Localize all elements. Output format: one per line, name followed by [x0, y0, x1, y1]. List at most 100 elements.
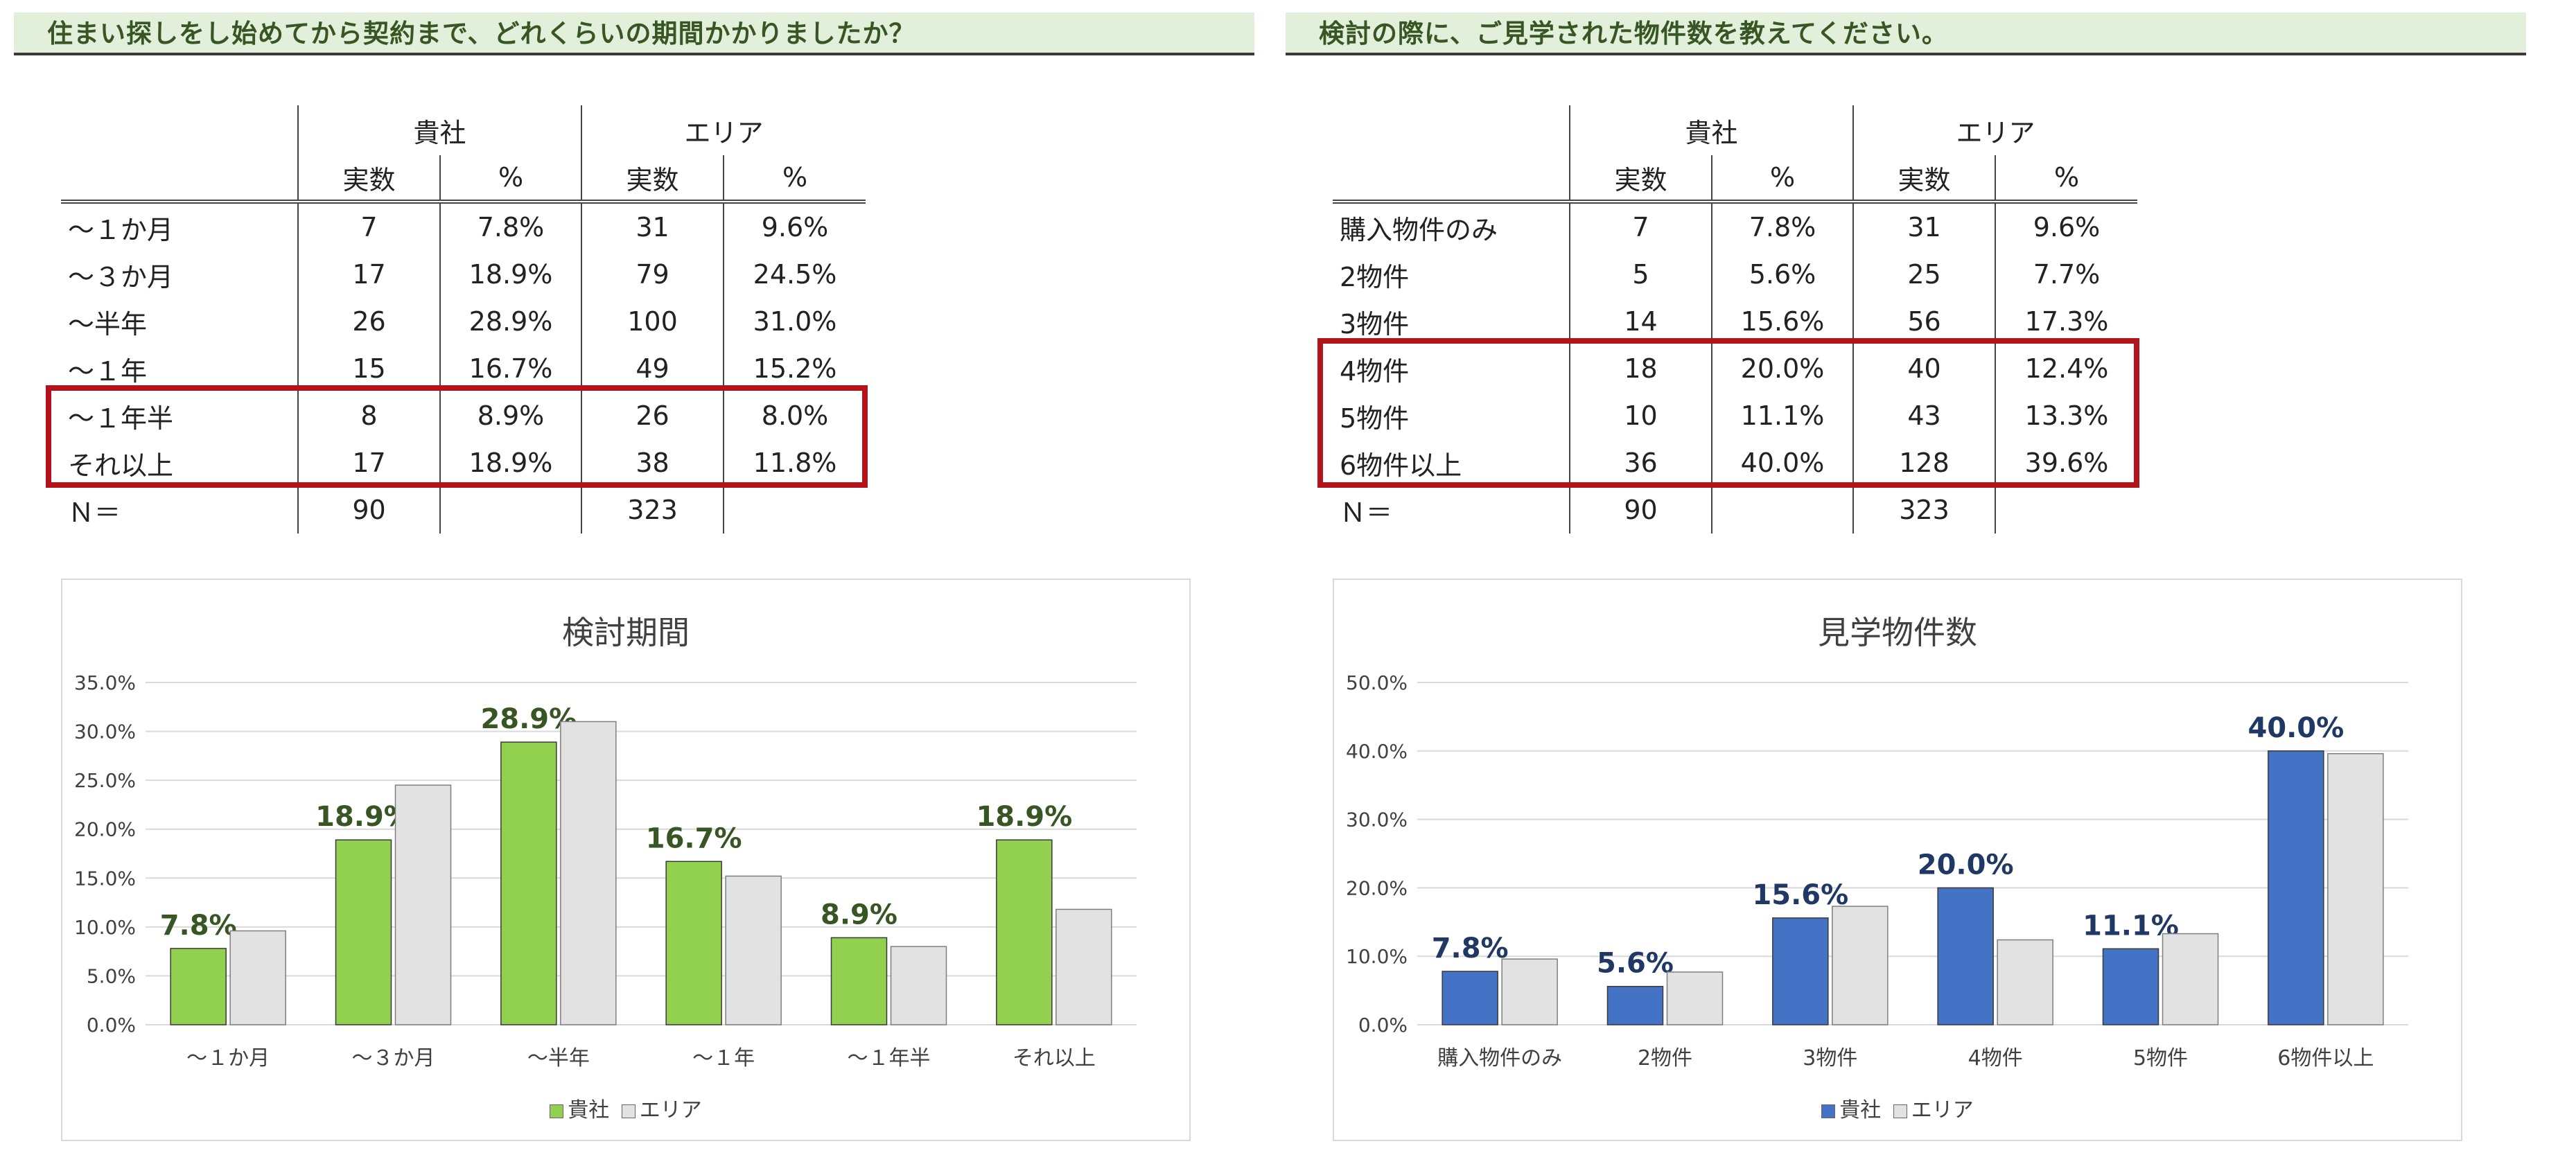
chart-title: 見学物件数 [1818, 614, 1977, 651]
right-panel: 検討の際に、ご見学された物件数を教えてください。 貴社 エリア 実数 % 実数 … [1286, 0, 2526, 1155]
cell: 11.8% [723, 439, 866, 486]
table-row: ～１年半 8 8.9% 26 8.0% [61, 392, 866, 439]
x-tick-label: ～半年 [527, 1046, 590, 1070]
cell: 7.8% [439, 202, 581, 251]
cell [723, 486, 866, 534]
row-label: 4物件 [1340, 355, 1410, 387]
x-tick-label: それ以上 [1013, 1046, 1096, 1070]
cell: 7 [1569, 202, 1712, 251]
left-chart: 検討期間 0.0% 5.0% 10.0% 15.0% 20.0% 25.0% 30.0% 35… [61, 579, 1191, 1141]
sub-label: % [1995, 155, 2137, 204]
bar-area [1997, 939, 2053, 1025]
cell: 49 [581, 345, 724, 392]
y-tick-label: 35.0% [74, 671, 136, 694]
bar-company [1442, 971, 1498, 1025]
bar-company [1937, 887, 1994, 1025]
bar-area [1666, 971, 1724, 1025]
legend-swatch-area [621, 1104, 636, 1118]
highlight-box [1317, 338, 2139, 488]
left-chart-svg: 0.0% 5.0% 10.0% 15.0% 20.0% 25.0% 30.0% 35.0% 7.… [74, 671, 1137, 1070]
cell: 15 [297, 345, 440, 392]
data-label: 5.6% [1597, 948, 1674, 980]
y-tick-label: 20.0% [74, 818, 136, 841]
x-tick-label: 4物件 [1968, 1046, 2023, 1070]
row-label: 購入物件のみ [1340, 214, 1498, 245]
row-label: ～１か月 [68, 214, 174, 245]
y-tick-label: 5.0% [87, 964, 136, 987]
bar-company [1772, 917, 1829, 1025]
x-tick-label: 5物件 [2133, 1046, 2188, 1070]
cell: 20.0% [1711, 345, 1853, 392]
cell: 323 [1852, 486, 1995, 534]
cell: 9.6% [1995, 202, 2137, 251]
cell: 12.4% [1995, 345, 2137, 392]
bar-company [170, 948, 227, 1025]
bar-area [229, 930, 286, 1025]
bar-company [830, 937, 888, 1025]
table-row: 3物件 14 15.6% 56 17.3% [1333, 298, 2137, 345]
row-label: 3物件 [1340, 308, 1410, 340]
cell: 8.9% [439, 392, 581, 439]
bar-area [1055, 908, 1112, 1025]
group-label-company: 貴社 [297, 105, 581, 155]
y-tick-label: 15.0% [74, 867, 136, 890]
cell: 323 [581, 486, 724, 534]
y-tick-label: 50.0% [1346, 671, 1408, 694]
cell: 24.5% [723, 251, 866, 298]
cell: 18.9% [439, 439, 581, 486]
row-label: 5物件 [1340, 403, 1410, 434]
cell: 7.8% [1711, 202, 1853, 251]
y-tick-label: 40.0% [1346, 740, 1408, 763]
row-label: ～１年 [68, 355, 148, 387]
data-label: 18.9% [976, 801, 1072, 833]
bar-area [560, 721, 617, 1025]
cell [1995, 486, 2137, 534]
cell: 7 [297, 202, 440, 251]
cell: 31 [581, 202, 724, 251]
bar-area [1501, 958, 1558, 1025]
legend-label: 貴社 [1839, 1098, 1882, 1122]
bar-company [335, 839, 392, 1025]
legend-label: エリア [639, 1098, 702, 1122]
row-label: それ以上 [68, 450, 174, 481]
cell: 38 [581, 439, 724, 486]
sub-label: % [723, 155, 866, 204]
cell: 40.0% [1711, 439, 1853, 486]
group-label-area: エリア [581, 105, 866, 155]
bar-company [2102, 948, 2159, 1025]
row-label: ～半年 [68, 308, 148, 340]
table-row: ～１年 15 16.7% 49 15.2% [61, 345, 866, 392]
cell: 11.1% [1711, 392, 1853, 439]
row-label: 2物件 [1340, 261, 1410, 292]
x-tick-label: ～１年 [692, 1046, 755, 1070]
cell: 14 [1569, 298, 1712, 345]
cell: 36 [1569, 439, 1712, 486]
right-stats-table: 貴社 エリア 実数 % 実数 % 購入物件のみ 7 7.8% 31 9.6% 2… [1333, 105, 2137, 534]
cell [439, 486, 581, 534]
right-chart-svg: 0.0% 10.0% 20.0% 30.0% 40.0% 50.0% 7.8% 購入物件のみ 5… [1346, 671, 2408, 1070]
cell: 40 [1852, 345, 1995, 392]
y-tick-label: 30.0% [1346, 809, 1408, 831]
bar-company [500, 741, 557, 1025]
x-tick-label: ～３か月 [352, 1046, 435, 1070]
bar-area [2162, 933, 2219, 1025]
table-row: 6物件以上 36 40.0% 128 39.6% [1333, 439, 2137, 486]
cell: 31.0% [723, 298, 866, 345]
cell: 15.6% [1711, 298, 1853, 345]
bar-area [394, 784, 452, 1025]
data-label: 40.0% [2248, 712, 2344, 744]
left-panel: 住まい探しをし始めてから契約まで、どれくらいの期間かかりましたか？ 貴社 エリア… [14, 0, 1254, 1155]
x-tick-label: ～１か月 [186, 1046, 270, 1070]
cell: 8 [297, 392, 440, 439]
sub-label: 実数 [297, 155, 440, 204]
cell: 9.6% [723, 202, 866, 251]
data-label: 15.6% [1752, 879, 1848, 911]
table-row: 5物件 10 11.1% 43 13.3% [1333, 392, 2137, 439]
legend-swatch-company [550, 1104, 564, 1118]
legend-label: 貴社 [568, 1098, 610, 1122]
cell: 39.6% [1995, 439, 2137, 486]
table-row: ～半年 26 28.9% 100 31.0% [61, 298, 866, 345]
sub-label: % [1711, 155, 1853, 204]
cell: 17 [297, 439, 440, 486]
row-label: 6物件以上 [1340, 450, 1462, 481]
